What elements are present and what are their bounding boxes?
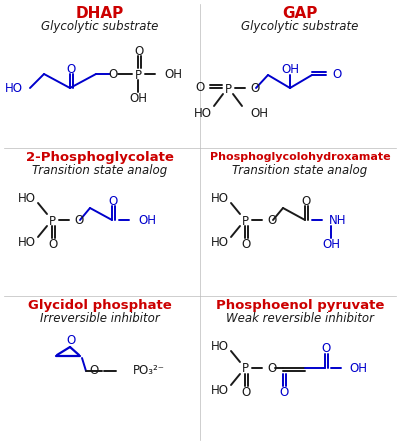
Text: O: O	[250, 82, 259, 95]
Text: HO: HO	[18, 191, 36, 205]
Text: OH: OH	[164, 67, 182, 80]
Text: OH: OH	[138, 214, 156, 226]
Text: O: O	[267, 214, 276, 226]
Text: O: O	[241, 238, 251, 250]
Text: HO: HO	[194, 107, 212, 119]
Text: P: P	[242, 362, 248, 376]
Text: HO: HO	[211, 384, 229, 396]
Text: HO: HO	[211, 340, 229, 353]
Text: HO: HO	[211, 235, 229, 249]
Text: Phosphoenol pyruvate: Phosphoenol pyruvate	[216, 298, 384, 312]
Text: Irreversible inhibitor: Irreversible inhibitor	[40, 312, 160, 325]
Text: HO: HO	[5, 82, 23, 95]
Text: P: P	[48, 214, 56, 227]
Text: O: O	[321, 342, 331, 356]
Text: P: P	[224, 83, 232, 95]
Text: O: O	[48, 238, 58, 250]
Text: O: O	[267, 361, 276, 374]
Text: 2-Phosphoglycolate: 2-Phosphoglycolate	[26, 151, 174, 163]
Text: O: O	[301, 194, 311, 207]
Text: O: O	[108, 194, 118, 207]
Text: PO₃²⁻: PO₃²⁻	[133, 365, 165, 377]
Text: O: O	[134, 44, 144, 58]
Text: Glycolytic substrate: Glycolytic substrate	[241, 20, 359, 32]
Text: Transition state analog: Transition state analog	[32, 163, 168, 177]
Text: P: P	[134, 68, 142, 82]
Text: Glycolytic substrate: Glycolytic substrate	[41, 20, 159, 32]
Text: Glycidol phosphate: Glycidol phosphate	[28, 298, 172, 312]
Text: OH: OH	[129, 91, 147, 104]
Text: O: O	[66, 63, 76, 75]
Text: O: O	[74, 214, 83, 226]
Text: O: O	[66, 334, 76, 348]
Text: Transition state analog: Transition state analog	[232, 163, 368, 177]
Text: NH: NH	[329, 214, 346, 226]
Text: GAP: GAP	[282, 5, 318, 20]
Text: Weak reversible inhibitor: Weak reversible inhibitor	[226, 312, 374, 325]
Text: O: O	[89, 365, 99, 377]
Text: P: P	[242, 214, 248, 227]
Text: OH: OH	[349, 361, 367, 374]
Text: OH: OH	[322, 238, 340, 250]
Text: O: O	[196, 80, 205, 94]
Text: O: O	[332, 67, 341, 80]
Text: OH: OH	[281, 63, 299, 75]
Text: OH: OH	[250, 107, 268, 119]
Text: HO: HO	[211, 191, 229, 205]
Text: HO: HO	[18, 235, 36, 249]
Text: O: O	[241, 385, 251, 399]
Text: O: O	[108, 67, 118, 80]
Text: Phosphoglycolohydroxamate: Phosphoglycolohydroxamate	[210, 152, 390, 162]
Text: DHAP: DHAP	[76, 5, 124, 20]
Text: O: O	[279, 385, 289, 399]
